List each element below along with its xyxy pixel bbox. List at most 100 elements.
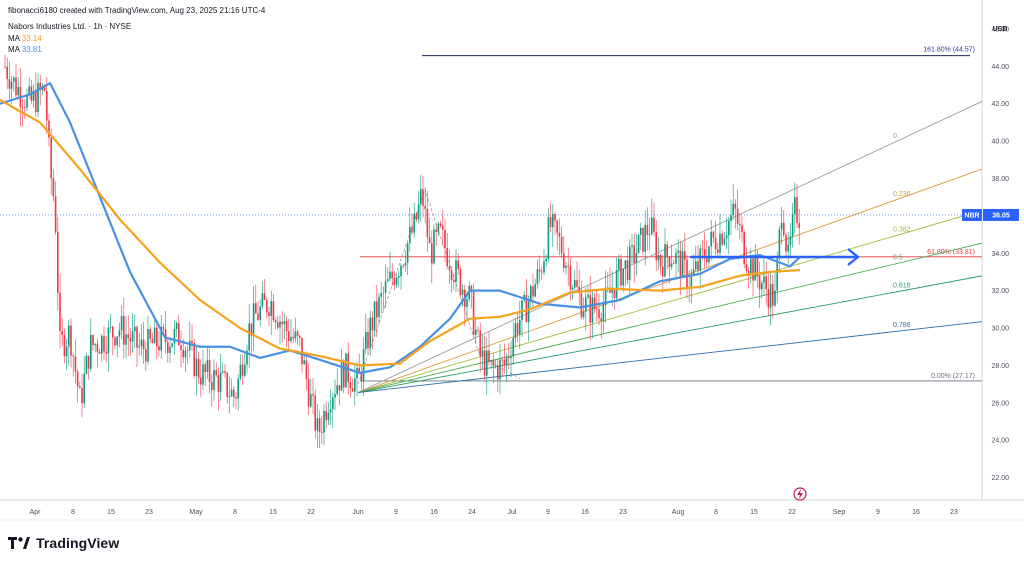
candle-body xyxy=(505,357,508,366)
candle-body xyxy=(780,222,783,230)
candle-body xyxy=(620,258,622,286)
candle-body xyxy=(217,375,220,392)
last-price-tag[interactable] xyxy=(983,208,1019,221)
fib-fan-label: 0.236 xyxy=(893,191,911,198)
candle-body xyxy=(358,367,360,373)
candle-body xyxy=(761,282,763,290)
candle-body xyxy=(510,356,512,359)
candle-body xyxy=(162,327,165,330)
candle-body xyxy=(710,231,712,247)
candle-body xyxy=(569,266,572,290)
candle-body xyxy=(552,214,554,228)
candle-body xyxy=(197,358,200,378)
x-tick-label: Jul xyxy=(508,509,517,516)
tradingview-footer: TradingView xyxy=(8,535,119,551)
symbol-line[interactable]: Nabors Industries Ltd. · 1h · NYSE xyxy=(8,22,132,31)
candle-body xyxy=(186,349,189,351)
candle-body xyxy=(208,360,211,383)
candle-body xyxy=(598,309,600,319)
candle-body xyxy=(481,350,484,356)
chart-byline: fibonacci6180 created with TradingView.c… xyxy=(8,6,266,15)
candle-body xyxy=(382,292,385,294)
candle-body xyxy=(274,320,277,323)
candle-body xyxy=(131,331,134,342)
candle-body xyxy=(272,301,275,321)
candle-body xyxy=(567,265,569,267)
x-tick-label: 15 xyxy=(107,509,115,516)
candle-body xyxy=(409,226,411,244)
candle-body xyxy=(292,336,294,339)
candle-body xyxy=(472,291,475,335)
x-tick-label: 23 xyxy=(619,509,627,516)
candle-body xyxy=(736,208,739,224)
candle-body xyxy=(373,301,376,331)
candle-body xyxy=(525,294,528,323)
candle-body xyxy=(662,266,664,277)
candle-body xyxy=(774,290,776,306)
candle-body xyxy=(376,301,378,318)
candle-body xyxy=(310,394,312,407)
candle-body xyxy=(371,317,374,331)
candle-body xyxy=(794,197,796,214)
candle-body xyxy=(556,220,558,233)
y-tick-label: 46.00 xyxy=(991,26,1009,33)
candle-body xyxy=(378,296,380,318)
candle-body xyxy=(354,378,356,392)
candle-body xyxy=(314,395,316,431)
candle-body xyxy=(734,203,737,209)
candle-body xyxy=(602,305,605,322)
candle-body xyxy=(28,86,30,95)
candle-body xyxy=(483,350,486,376)
candle-body xyxy=(503,359,506,366)
candle-body xyxy=(281,321,283,325)
candle-body xyxy=(664,244,666,277)
candle-body xyxy=(68,325,70,347)
candle-body xyxy=(323,410,325,433)
candle-body xyxy=(692,269,695,275)
candle-body xyxy=(32,90,35,101)
candle-body xyxy=(611,289,613,293)
candle-body xyxy=(699,248,701,271)
candle-body xyxy=(732,203,734,216)
candle-body xyxy=(125,334,127,345)
candle-body xyxy=(455,260,457,282)
x-tick-label: Aug xyxy=(672,509,685,516)
x-tick-label: 8 xyxy=(714,509,718,516)
candle-body xyxy=(101,335,103,354)
candle-body xyxy=(343,362,345,388)
symbol-tag[interactable] xyxy=(962,208,982,221)
fib-fan-line xyxy=(357,242,983,393)
candle-body xyxy=(21,106,24,108)
ma-fast-value: 33.14 xyxy=(21,34,42,43)
event-marker-icon[interactable] xyxy=(793,487,807,501)
candle-body xyxy=(158,346,160,351)
candle-body xyxy=(112,326,114,338)
candle-body xyxy=(142,339,145,350)
candle-body xyxy=(492,360,495,366)
fib-level-label: 161.80% (44.57) xyxy=(923,47,975,54)
candle-body xyxy=(646,225,649,236)
candle-body xyxy=(235,397,237,399)
candle-body xyxy=(549,217,552,228)
candle-body xyxy=(488,350,490,362)
candle-body xyxy=(391,271,393,279)
candle-body xyxy=(127,334,129,338)
candle-body xyxy=(446,247,448,267)
candle-body xyxy=(222,371,224,373)
candle-body xyxy=(765,276,767,290)
candle-body xyxy=(153,327,156,344)
candle-body xyxy=(600,318,602,322)
candle-body xyxy=(457,260,459,270)
candle-body xyxy=(530,286,532,302)
candle-body xyxy=(519,320,521,335)
candle-body xyxy=(703,249,706,259)
ma-slow-legend[interactable]: MA 33.81 xyxy=(8,45,42,55)
candle-body xyxy=(789,236,792,245)
ma-fast-legend[interactable]: MA 33.14 xyxy=(8,34,42,44)
candle-body xyxy=(169,346,171,353)
candle-body xyxy=(171,343,173,347)
candle-body xyxy=(637,234,640,254)
candle-body xyxy=(668,257,671,268)
candle-body xyxy=(769,284,772,308)
